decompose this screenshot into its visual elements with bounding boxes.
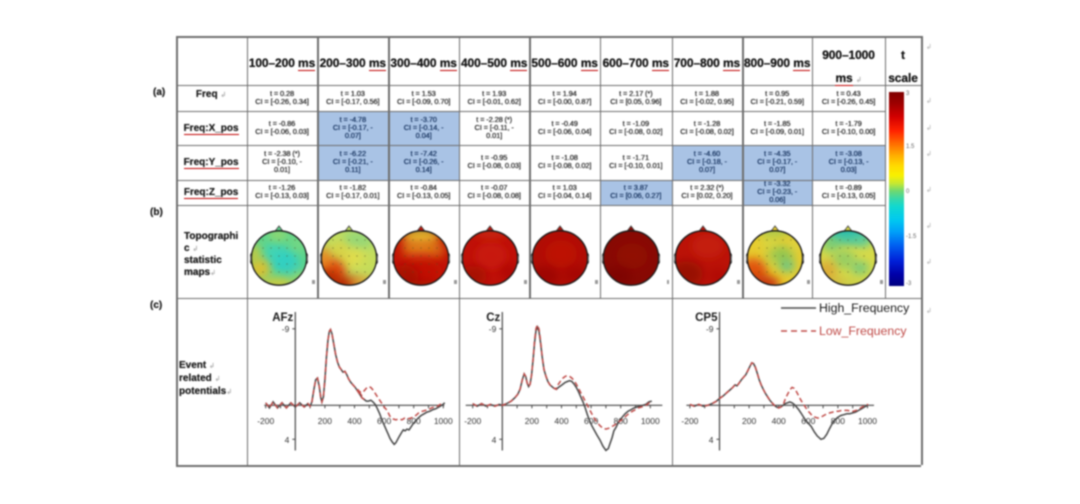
svg-text:200: 200 bbox=[525, 416, 539, 426]
svg-text:4: 4 bbox=[709, 435, 714, 445]
svg-text:1000: 1000 bbox=[434, 416, 453, 426]
svg-text:4: 4 bbox=[492, 435, 497, 445]
svg-text:Cz: Cz bbox=[486, 312, 500, 324]
svg-text:1000: 1000 bbox=[641, 416, 660, 426]
svg-text:400: 400 bbox=[554, 416, 568, 426]
svg-text:400: 400 bbox=[772, 416, 786, 426]
svg-text:4: 4 bbox=[285, 435, 290, 445]
svg-text:-200: -200 bbox=[681, 416, 698, 426]
svg-text:600: 600 bbox=[801, 416, 815, 426]
svg-text:200: 200 bbox=[318, 416, 332, 426]
svg-text:600: 600 bbox=[377, 416, 391, 426]
svg-text:CP5: CP5 bbox=[695, 312, 718, 324]
svg-text:High_Frequency: High_Frequency bbox=[819, 301, 910, 315]
svg-text:200: 200 bbox=[742, 416, 756, 426]
svg-text:Low_Frequency: Low_Frequency bbox=[819, 324, 907, 338]
svg-text:AFz: AFz bbox=[272, 312, 293, 324]
svg-text:-9: -9 bbox=[282, 324, 290, 334]
svg-text:800: 800 bbox=[831, 416, 845, 426]
svg-text:-200: -200 bbox=[464, 416, 481, 426]
svg-text:1000: 1000 bbox=[858, 416, 877, 426]
svg-text:-200: -200 bbox=[257, 416, 274, 426]
svg-text:600: 600 bbox=[584, 416, 598, 426]
svg-text:-9: -9 bbox=[706, 324, 714, 334]
svg-text:400: 400 bbox=[347, 416, 361, 426]
svg-text:-9: -9 bbox=[489, 324, 497, 334]
svg-text:800: 800 bbox=[407, 416, 421, 426]
